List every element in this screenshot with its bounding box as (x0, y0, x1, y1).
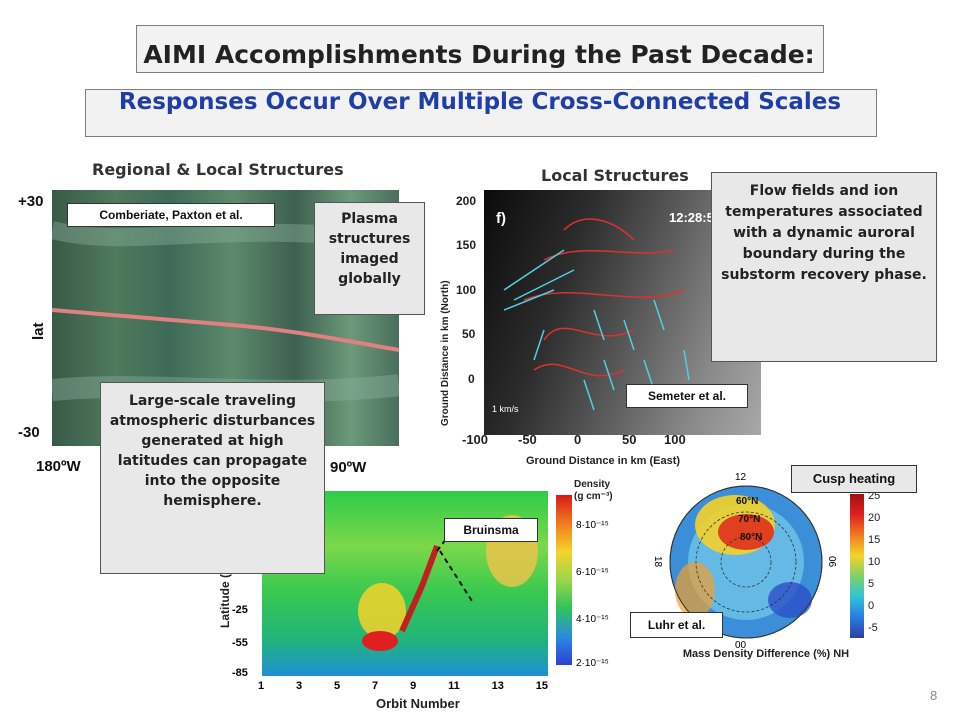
flow-fields-note: Flow fields and ion temperatures associa… (711, 172, 937, 362)
mlt-label: 00 (735, 640, 747, 651)
polar-cb-tick: 5 (868, 578, 875, 590)
citation-luhr: Luhr et al. (630, 612, 723, 638)
flow-x-tick: 50 (622, 432, 637, 447)
density-x-axis-title: Orbit Number (376, 696, 460, 711)
page-number: 8 (930, 688, 938, 703)
mlt-label: 12 (735, 472, 747, 483)
density-y-tick: -85 (232, 667, 248, 679)
polar-colorbar-ticks: 25 20 15 10 5 0 -5 (868, 490, 896, 640)
density-x-tick: 11 (448, 680, 460, 692)
density-x-tick: 15 (535, 680, 548, 692)
flow-y-tick: 200 (456, 194, 477, 208)
polar-colorbar (850, 494, 864, 638)
density-x-tick: 9 (410, 680, 417, 692)
flow-x-tick: 100 (664, 432, 686, 447)
density-y-tick: -55 (232, 637, 248, 649)
mlt-label: 18 (652, 555, 664, 568)
flow-x-tick: -100 (462, 432, 489, 447)
flow-y-tick: 0 (468, 372, 475, 386)
ion-temperature-contours (523, 218, 685, 377)
flow-y-tick: 100 (456, 283, 477, 297)
left-panel-heading: Regional & Local Structures (92, 160, 344, 179)
polar-cb-tick: 25 (868, 490, 881, 502)
right-panel-heading: Local Structures (541, 166, 689, 185)
lat-bottom-label: -30 (18, 424, 40, 441)
lon-right-label: 90ºW (330, 459, 367, 476)
density-cb-tick: 8·10⁻¹⁵ (576, 520, 609, 531)
polar-cb-tick: 10 (868, 556, 881, 568)
lon-left-label: 180ºW (36, 458, 81, 475)
flow-x-axis-title: Ground Distance in km (East) (526, 455, 681, 467)
slide-subtitle: Responses Occur Over Multiple Cross-Conn… (118, 89, 842, 115)
equator-trace (52, 308, 399, 352)
polar-cb-tick: 0 (868, 600, 875, 612)
lat-top-label: +30 (18, 193, 44, 210)
polar-density-panel: 12 18 06 00 60°N 70°N 80°N Mass Density … (650, 470, 882, 670)
citation-bruinsma: Bruinsma (444, 518, 538, 542)
cusp-heating-label: Cusp heating (791, 465, 917, 493)
density-x-tick: 1 (258, 680, 265, 692)
density-colorbar (556, 495, 572, 665)
density-x-tick: 3 (296, 680, 303, 692)
panel-label: f) (496, 210, 506, 227)
flow-x-ticks: -100 -50 0 50 100 (462, 432, 702, 450)
tad-note: Large-scale traveling atmospheric distur… (100, 382, 325, 574)
flow-vectors (503, 249, 690, 411)
density-y-tick: -25 (232, 604, 248, 616)
polar-cb-tick: 15 (868, 534, 881, 546)
polar-plot (669, 485, 823, 639)
polar-cb-tick: -5 (868, 622, 878, 634)
density-x-ticks: 1 3 5 7 9 11 13 15 (258, 680, 548, 692)
density-x-tick: 7 (372, 680, 379, 692)
ring-label: 60°N (736, 496, 759, 507)
polar-caption: Mass Density Difference (%) NH (682, 648, 850, 660)
slide-title: AIMI Accomplishments During the Past Dec… (143, 40, 815, 69)
ring-label: 80°N (740, 532, 763, 543)
flow-x-tick: 0 (574, 432, 582, 447)
density-x-tick: 13 (491, 680, 504, 692)
density-cb-tick: 2·10⁻¹⁵ (576, 658, 609, 669)
plasma-structures-note: Plasma structures imaged globally (314, 202, 425, 315)
velocity-scale-label: 1 km/s (492, 404, 519, 414)
flow-y-tick: 50 (462, 327, 476, 341)
mlt-label: 06 (826, 555, 838, 568)
citation-comberiate: Comberiate, Paxton et al. (67, 203, 275, 227)
flow-y-axis-title: Ground Distance in km (North) (440, 280, 451, 426)
ring-label: 70°N (738, 514, 761, 525)
density-cb-tick: 6·10⁻¹⁵ (576, 567, 609, 578)
lat-axis-label: lat (30, 322, 47, 340)
flow-y-ticks: 200 150 100 50 0 (456, 194, 480, 394)
title-box (136, 25, 824, 73)
flow-y-tick: 150 (456, 238, 477, 252)
flow-overlay (503, 218, 690, 411)
subtitle-box (85, 89, 877, 137)
flow-x-tick: -50 (518, 432, 537, 447)
density-x-tick: 5 (334, 680, 341, 692)
density-colorbar-title: Density (g cm⁻³) (574, 479, 613, 502)
polar-cb-tick: 20 (868, 512, 881, 524)
density-cb-tick: 4·10⁻¹⁵ (576, 614, 609, 625)
citation-semeter: Semeter et al. (626, 384, 748, 408)
